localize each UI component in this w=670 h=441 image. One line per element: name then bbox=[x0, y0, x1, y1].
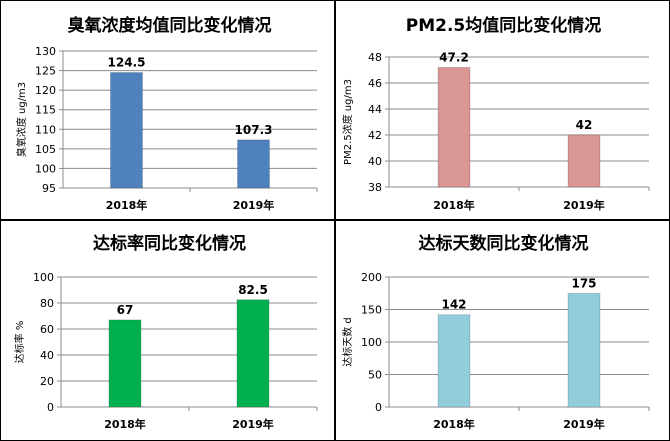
x-tick-label: 2018年 bbox=[106, 198, 148, 212]
y-tick-label: 125 bbox=[35, 65, 56, 78]
chart-title: 臭氧浓度均值同比变化情况 bbox=[68, 15, 272, 36]
bar bbox=[567, 134, 601, 188]
y-tick-label: 110 bbox=[35, 123, 56, 136]
y-tick-label: 46 bbox=[368, 77, 382, 90]
y-axis-label: PM2.5浓度 ug/m3 bbox=[341, 79, 354, 165]
x-tick-label: 2018年 bbox=[433, 417, 475, 431]
x-tick-label: 2019年 bbox=[232, 417, 274, 431]
bar bbox=[236, 299, 270, 408]
y-tick-label: 44 bbox=[368, 103, 382, 116]
data-label: 47.2 bbox=[439, 50, 469, 64]
y-tick-label: 150 bbox=[361, 304, 382, 317]
chart-panel-pm25: PM2.5均值同比变化情况 38 40 42 44 46 48 PM2.5浓度 ug/m3 47… bbox=[335, 1, 669, 220]
y-tick-label: 38 bbox=[368, 181, 382, 194]
y-tick-label: 0 bbox=[375, 401, 382, 414]
y-tick-label: 0 bbox=[47, 401, 54, 414]
chart-panel-compliance-rate: 达标率同比变化情况 0 20 40 60 80 100 达标率 % 67 2018年 82.5 201… bbox=[1, 220, 335, 440]
data-label: 175 bbox=[571, 276, 596, 290]
y-tick-label: 100 bbox=[35, 162, 56, 175]
y-tick-label: 100 bbox=[361, 336, 382, 349]
y-tick-label: 200 bbox=[361, 271, 382, 284]
horizontal-divider bbox=[1, 219, 669, 221]
bar bbox=[437, 314, 471, 408]
x-tick-label: 2018年 bbox=[104, 417, 146, 431]
x-tick-label: 2019年 bbox=[563, 417, 605, 431]
y-axis-label: 达标率 % bbox=[13, 321, 26, 364]
compliance-rate-chart: 达标率同比变化情况 0 20 40 60 80 100 达标率 % 67 2018年 82.5 201… bbox=[13, 233, 318, 431]
y-tick-label: 60 bbox=[40, 323, 54, 336]
y-tick-label: 40 bbox=[40, 349, 54, 362]
y-tick-label: 20 bbox=[40, 375, 54, 388]
x-tick-label: 2019年 bbox=[563, 198, 605, 212]
chart-title: 达标天数同比变化情况 bbox=[419, 233, 589, 254]
y-axis-label: 臭氧浓度 ug/m3 bbox=[15, 82, 28, 157]
y-tick-label: 50 bbox=[368, 369, 382, 382]
bar bbox=[437, 66, 471, 188]
y-tick-label: 115 bbox=[35, 104, 56, 117]
y-tick-label: 105 bbox=[35, 143, 56, 156]
y-tick-label: 42 bbox=[368, 129, 382, 142]
bar bbox=[110, 72, 143, 189]
y-axis-label: 达标天数 d bbox=[341, 317, 354, 367]
data-label: 107.3 bbox=[235, 123, 273, 137]
chart-panel-compliance-days: 达标天数同比变化情况 0 50 100 150 200 达标天数 d 142 2018年 175 2… bbox=[335, 220, 669, 440]
chart-title: 达标率同比变化情况 bbox=[93, 233, 246, 254]
compliance-days-chart: 达标天数同比变化情况 0 50 100 150 200 达标天数 d 142 2018年 175 2… bbox=[341, 233, 650, 431]
bar bbox=[567, 292, 601, 408]
y-tick-label: 80 bbox=[40, 297, 54, 310]
ozone-chart: 臭氧浓度均值同比变化情况 95 100 105 110 115 120 125 130 臭氧浓度 … bbox=[15, 15, 318, 212]
y-tick-label: 95 bbox=[42, 182, 56, 195]
data-label: 124.5 bbox=[108, 56, 146, 70]
data-label: 42 bbox=[576, 118, 593, 132]
chart-panel-ozone: 臭氧浓度均值同比变化情况 95 100 105 110 115 120 125 130 臭氧浓度 … bbox=[1, 1, 335, 220]
chart-title: PM2.5均值同比变化情况 bbox=[406, 15, 602, 36]
data-label: 67 bbox=[117, 303, 134, 317]
x-tick-label: 2018年 bbox=[433, 198, 475, 212]
y-tick-label: 120 bbox=[35, 84, 56, 97]
y-tick-label: 100 bbox=[33, 271, 54, 284]
x-tick-label: 2019年 bbox=[233, 198, 275, 212]
data-label: 142 bbox=[441, 298, 466, 312]
pm25-chart: PM2.5均值同比变化情况 38 40 42 44 46 48 PM2.5浓度 ug/m3 47… bbox=[341, 15, 650, 212]
y-tick-label: 48 bbox=[368, 51, 382, 64]
data-label: 82.5 bbox=[238, 283, 268, 297]
bar bbox=[108, 319, 142, 408]
y-tick-label: 130 bbox=[35, 45, 56, 58]
bar bbox=[237, 139, 270, 189]
y-tick-label: 40 bbox=[368, 155, 382, 168]
